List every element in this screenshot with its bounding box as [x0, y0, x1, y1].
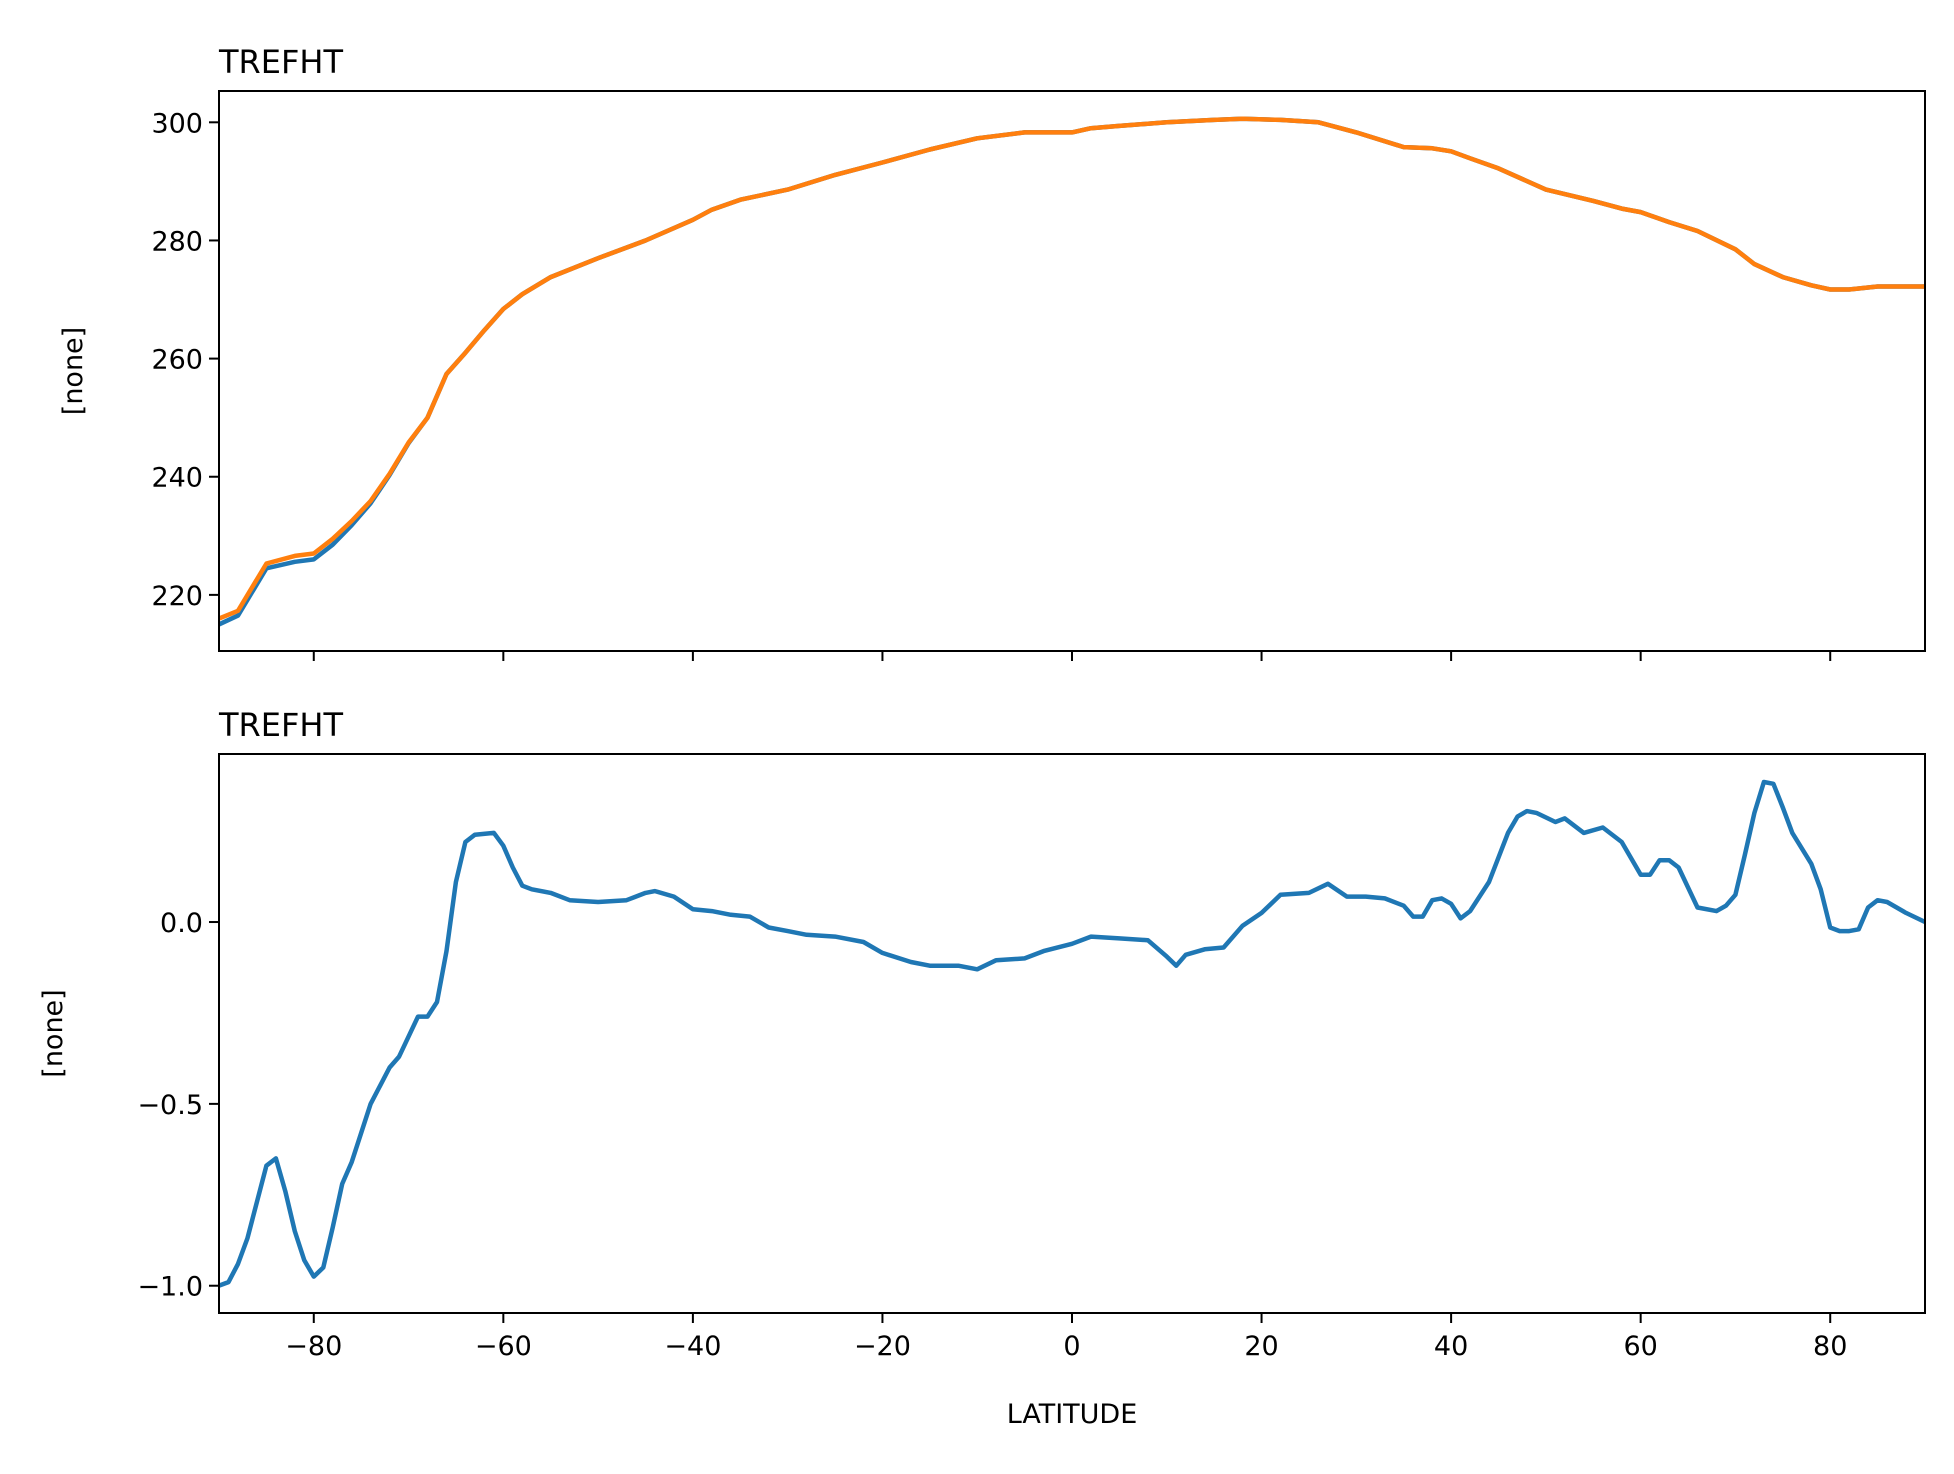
series-line-0: [219, 779, 1925, 1288]
top-panel: 220 240 260 280 300 TREFHT [none]: [58, 43, 1926, 661]
x-tick-label: 0: [1063, 1331, 1080, 1362]
x-tick-label: −60: [475, 1331, 532, 1362]
y-tick-label: 0.0: [160, 908, 203, 939]
x-tick-label: 40: [1434, 1331, 1468, 1362]
series-line-0: [219, 116, 1925, 627]
x-tick-label: 60: [1623, 1331, 1657, 1362]
y-tick-label: 240: [151, 463, 203, 494]
y-tick-label: −0.5: [137, 1090, 203, 1121]
axes-frame: [218, 753, 1926, 1314]
y-tick-label: 220: [151, 581, 203, 612]
x-tick-label: 20: [1244, 1331, 1278, 1362]
x-tick-label: −80: [285, 1331, 342, 1362]
y-tick-label: 280: [151, 226, 203, 257]
y-tick-label: −1.0: [137, 1272, 203, 1303]
x-tick-label: 80: [1813, 1331, 1847, 1362]
y-axis-label: [none]: [38, 989, 69, 1077]
x-tick-label: −40: [664, 1331, 721, 1362]
x-tick-label: −20: [854, 1331, 911, 1362]
series-line-1: [219, 116, 1925, 621]
y-axis-label: [none]: [58, 327, 89, 415]
panel-title: TREFHT: [218, 706, 343, 744]
axes-frame: [218, 90, 1926, 652]
y-tick-label: 260: [151, 345, 203, 376]
bottom-panel: −80 −60 −40 −20 0 20 40 60 80 −1.0 −0.5 0.0 TREFHT [n…: [38, 706, 1926, 1430]
x-axis-label: LATITUDE: [1007, 1399, 1138, 1430]
panel-title: TREFHT: [218, 43, 343, 81]
y-tick-label: 300: [151, 108, 203, 139]
